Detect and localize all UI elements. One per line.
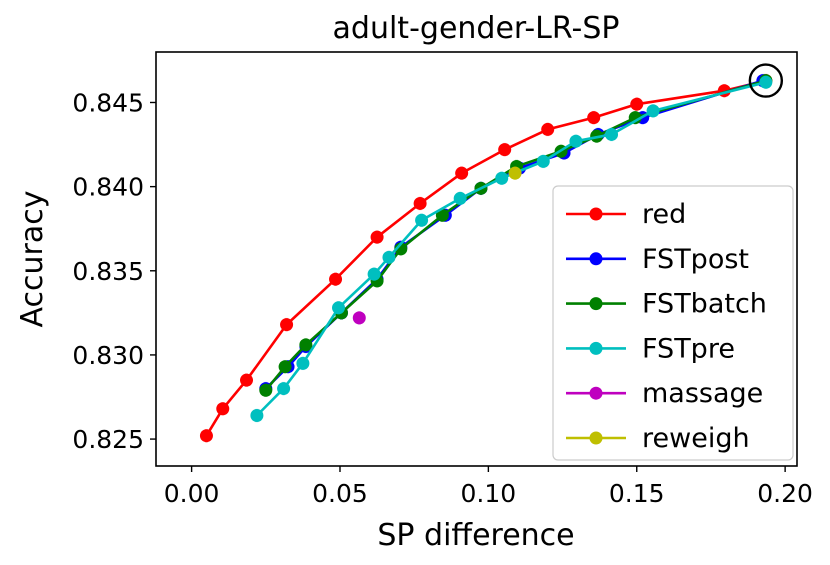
data-point-FSTpre <box>646 104 660 118</box>
data-point-red <box>455 166 469 180</box>
y-axis-ticks: 0.825 0.830 0.835 0.840 0.845 <box>72 88 156 454</box>
y-tick-label: 0.830 <box>72 341 144 370</box>
legend-label-FSTpre: FSTpre <box>642 333 735 364</box>
series-layer <box>199 73 773 443</box>
highlight-circle <box>748 63 784 98</box>
y-tick-label: 0.825 <box>72 425 144 454</box>
data-point-FSTpre <box>453 191 467 205</box>
data-point-red <box>587 111 601 125</box>
legend-box <box>552 185 794 461</box>
legend-label-massage: massage <box>642 378 763 409</box>
legend: red FSTpost FSTbatch FSTpre massage reweigh <box>552 185 794 461</box>
x-tick-label: 0.00 <box>164 479 220 508</box>
series-massage <box>352 311 366 325</box>
x-tick-label: 0.15 <box>609 479 665 508</box>
data-point-red <box>541 122 555 136</box>
data-point-FSTpre <box>536 154 550 168</box>
legend-label-FSTbatch: FSTbatch <box>642 289 767 320</box>
y-tick-label: 0.845 <box>72 88 144 117</box>
data-point-red <box>329 272 343 286</box>
legend-label-FSTpost: FSTpost <box>642 244 749 275</box>
data-point-FSTpre <box>382 250 396 264</box>
data-point-red <box>498 143 512 157</box>
data-point-red <box>240 373 254 387</box>
data-point-reweigh <box>508 166 522 180</box>
data-point-massage <box>352 311 366 325</box>
legend-label-reweigh: reweigh <box>642 423 750 454</box>
data-point-FSTbatch <box>435 208 449 222</box>
x-tick-label: 0.20 <box>757 479 813 508</box>
data-point-red <box>370 230 384 244</box>
data-point-FSTpre <box>415 213 429 227</box>
legend-marker-FSTbatch <box>589 297 603 311</box>
x-axis-ticks: 0.00 0.05 0.10 0.15 0.20 <box>164 466 813 508</box>
legend-marker-reweigh <box>589 431 603 445</box>
plot-frame <box>155 51 798 467</box>
series-line-red <box>205 79 767 437</box>
data-point-FSTpre <box>250 409 264 423</box>
data-point-FSTpre <box>277 382 291 396</box>
data-point-FSTbatch <box>299 338 313 352</box>
data-point-FSTbatch <box>628 111 642 125</box>
x-axis-label: SP difference <box>377 518 574 553</box>
data-point-red <box>216 402 230 416</box>
legend-marker-FSTpost <box>589 252 603 266</box>
y-tick-label: 0.840 <box>72 173 144 202</box>
data-point-FSTpre <box>296 356 310 370</box>
data-point-FSTpre <box>332 301 346 315</box>
data-point-FSTpre <box>495 171 509 185</box>
series-red <box>199 73 773 443</box>
data-point-FSTpre <box>569 134 583 148</box>
data-point-red <box>199 429 213 443</box>
legend-label-red: red <box>642 199 686 230</box>
y-tick-label: 0.835 <box>72 257 144 286</box>
data-point-red <box>413 196 427 210</box>
data-point-red <box>630 97 644 111</box>
data-point-FSTpre <box>605 127 619 141</box>
legend-marker-red <box>589 207 603 221</box>
legend-marker-massage <box>589 386 603 400</box>
highlight-layer <box>748 63 784 98</box>
data-point-red <box>280 318 294 332</box>
data-point-FSTpre <box>759 75 773 89</box>
data-point-FSTbatch <box>278 360 292 374</box>
data-point-FSTbatch <box>259 383 273 397</box>
x-tick-label: 0.05 <box>312 479 368 508</box>
series-FSTpre <box>250 75 773 423</box>
chart-title: adult-gender-LR-SP <box>333 11 620 46</box>
x-tick-label: 0.10 <box>461 479 517 508</box>
legend-marker-FSTpre <box>589 341 603 355</box>
data-point-FSTpre <box>367 267 381 281</box>
y-axis-label: Accuracy <box>15 191 50 328</box>
series-reweigh <box>508 166 522 180</box>
